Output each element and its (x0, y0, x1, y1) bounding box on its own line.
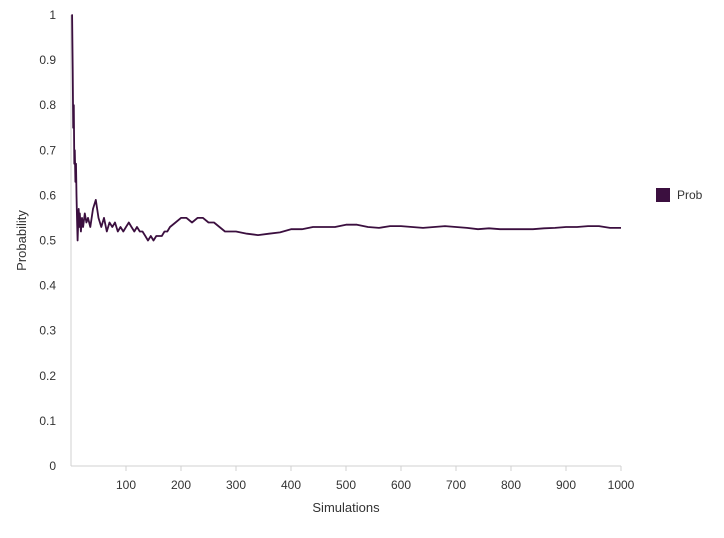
series-line-prob (71, 14, 621, 242)
y-tick-label: 0.6 (39, 188, 56, 202)
x-tick-label: 600 (391, 478, 411, 492)
x-tick-marks (125, 466, 622, 471)
legend-label-prob: Prob (677, 188, 703, 202)
legend: Prob (656, 188, 703, 202)
y-tick-label: 0.8 (39, 98, 56, 112)
x-tick-label: 400 (281, 478, 301, 492)
y-tick-label: 0.3 (39, 324, 56, 338)
y-tick-label: 0.4 (39, 279, 56, 293)
x-axis-title: Simulations (312, 500, 380, 515)
x-tick-label: 300 (226, 478, 246, 492)
y-tick-label: 0.5 (39, 234, 56, 248)
x-tick-labels: 100 200 300 400 500 600 700 800 900 1000 (116, 478, 635, 492)
y-tick-label: 0 (49, 459, 56, 473)
y-tick-label: 0.7 (39, 143, 56, 157)
y-tick-label: 1 (49, 8, 56, 22)
y-tick-label: 0.9 (39, 53, 56, 67)
x-tick-label: 700 (446, 478, 466, 492)
x-tick-label: 1000 (608, 478, 635, 492)
x-tick-label: 200 (171, 478, 191, 492)
x-tick-label: 800 (501, 478, 521, 492)
y-tick-label: 0.1 (39, 414, 56, 428)
y-tick-labels: 0 0.1 0.2 0.3 0.4 0.5 0.6 0.7 0.8 0.9 1 (39, 8, 56, 473)
x-tick-label: 100 (116, 478, 136, 492)
x-tick-label: 500 (336, 478, 356, 492)
y-axis-title: Probability (14, 210, 29, 271)
legend-swatch-prob (656, 188, 670, 202)
y-tick-label: 0.2 (39, 369, 56, 383)
x-tick-label: 900 (556, 478, 576, 492)
